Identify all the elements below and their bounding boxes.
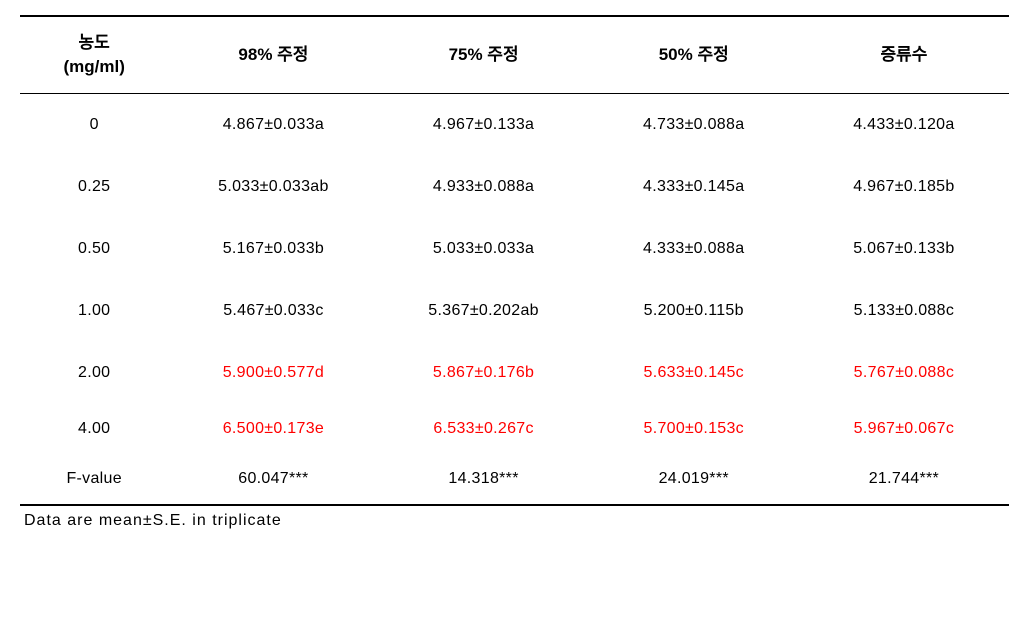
cell: 5.633±0.145c [589,342,799,404]
header-line2: (mg/ml) [63,57,124,76]
cell: 24.019*** [589,454,799,505]
header-col-75: 75% 주정 [379,16,589,93]
header-col-98: 98% 주정 [168,16,378,93]
row-label: 0.50 [20,218,168,280]
cell: 4.967±0.185b [799,156,1009,218]
table-row: 0.25 5.033±0.033ab 4.933±0.088a 4.333±0.… [20,156,1009,218]
row-label: 4.00 [20,404,168,454]
cell: 6.500±0.173e [168,404,378,454]
table-row-fvalue: F-value 60.047*** 14.318*** 24.019*** 21… [20,454,1009,505]
table-row: 0 4.867±0.033a 4.967±0.133a 4.733±0.088a… [20,93,1009,156]
row-label: 1.00 [20,280,168,342]
cell: 21.744*** [799,454,1009,505]
header-concentration: 농도 (mg/ml) [20,16,168,93]
cell: 4.867±0.033a [168,93,378,156]
cell: 4.433±0.120a [799,93,1009,156]
cell: 5.033±0.033a [379,218,589,280]
table-row: 1.00 5.467±0.033c 5.367±0.202ab 5.200±0.… [20,280,1009,342]
cell: 5.133±0.088c [799,280,1009,342]
cell: 5.167±0.033b [168,218,378,280]
cell: 14.318*** [379,454,589,505]
cell: 4.967±0.133a [379,93,589,156]
cell: 5.467±0.033c [168,280,378,342]
cell: 5.900±0.577d [168,342,378,404]
header-line1: 농도 [79,33,110,52]
cell: 4.333±0.145a [589,156,799,218]
cell: 60.047*** [168,454,378,505]
table-row: 4.00 6.500±0.173e 6.533±0.267c 5.700±0.1… [20,404,1009,454]
cell: 5.367±0.202ab [379,280,589,342]
cell: 5.700±0.153c [589,404,799,454]
cell: 4.733±0.088a [589,93,799,156]
table-row: 0.50 5.167±0.033b 5.033±0.033a 4.333±0.0… [20,218,1009,280]
data-table: 농도 (mg/ml) 98% 주정 75% 주정 50% 주정 증류수 0 4.… [20,15,1009,506]
cell: 5.033±0.033ab [168,156,378,218]
table-row: 2.00 5.900±0.577d 5.867±0.176b 5.633±0.1… [20,342,1009,404]
cell: 6.533±0.267c [379,404,589,454]
row-label: F-value [20,454,168,505]
cell: 5.200±0.115b [589,280,799,342]
cell: 5.967±0.067c [799,404,1009,454]
table-body: 0 4.867±0.033a 4.967±0.133a 4.733±0.088a… [20,93,1009,505]
row-label: 0 [20,93,168,156]
row-label: 0.25 [20,156,168,218]
header-col-50: 50% 주정 [589,16,799,93]
footnote: Data are mean±S.E. in triplicate [20,512,1009,530]
cell: 5.867±0.176b [379,342,589,404]
cell: 5.767±0.088c [799,342,1009,404]
row-label: 2.00 [20,342,168,404]
cell: 4.933±0.088a [379,156,589,218]
cell: 5.067±0.133b [799,218,1009,280]
cell: 4.333±0.088a [589,218,799,280]
header-col-water: 증류수 [799,16,1009,93]
header-row: 농도 (mg/ml) 98% 주정 75% 주정 50% 주정 증류수 [20,16,1009,93]
